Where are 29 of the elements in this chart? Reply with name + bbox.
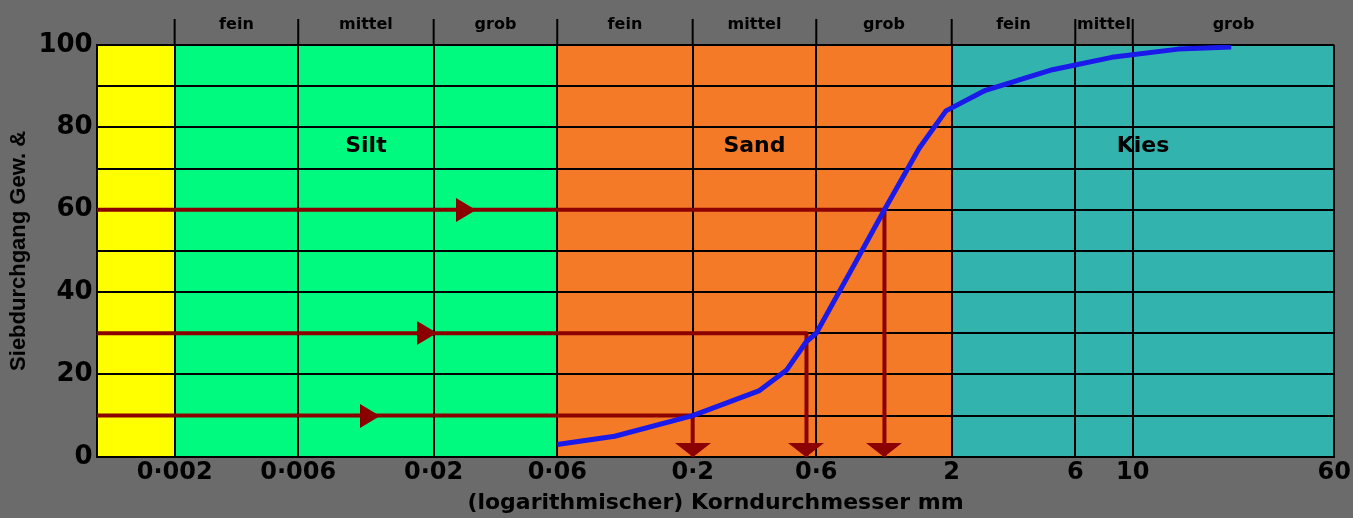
text: grob [474, 14, 517, 34]
x-axis-title: (logarithmischer) Korndurchmesser mm [467, 488, 964, 514]
text: grob [863, 14, 905, 34]
y-tick-label: 20 [56, 357, 93, 388]
x-tick-label: 0·006 [260, 457, 337, 486]
x-tick-label: 6 [1066, 457, 1084, 486]
x-tick-label: 0·2 [671, 457, 714, 486]
text: fein [996, 14, 1031, 34]
y-axis-title: Siebdurchgang Gew. & [5, 130, 31, 371]
y-tick-label: 60 [56, 192, 93, 223]
x-tick-label: 2 [943, 457, 961, 486]
y-tick-label: 0 [74, 439, 93, 470]
text: fein [219, 14, 254, 34]
text: mittel [1077, 14, 1131, 34]
x-tick-label: 0·002 [136, 457, 213, 486]
x-tick-label: 0·06 [527, 457, 587, 486]
y-tick-label: 40 [56, 274, 93, 305]
x-tick-label: 0·6 [795, 457, 838, 486]
x-tick-label: 60 [1317, 457, 1351, 486]
y-tick-label: 80 [56, 110, 93, 141]
text: grob [1212, 14, 1255, 34]
text: mittel [727, 14, 782, 34]
band-label: Sand [723, 131, 786, 157]
y-tick-label: 100 [38, 27, 93, 58]
x-tick-label: 0·02 [404, 457, 464, 486]
band-label: Silt [345, 131, 388, 157]
x-tick-label: 10 [1116, 457, 1150, 486]
text: fein [607, 14, 643, 34]
text: mittel [339, 14, 393, 34]
